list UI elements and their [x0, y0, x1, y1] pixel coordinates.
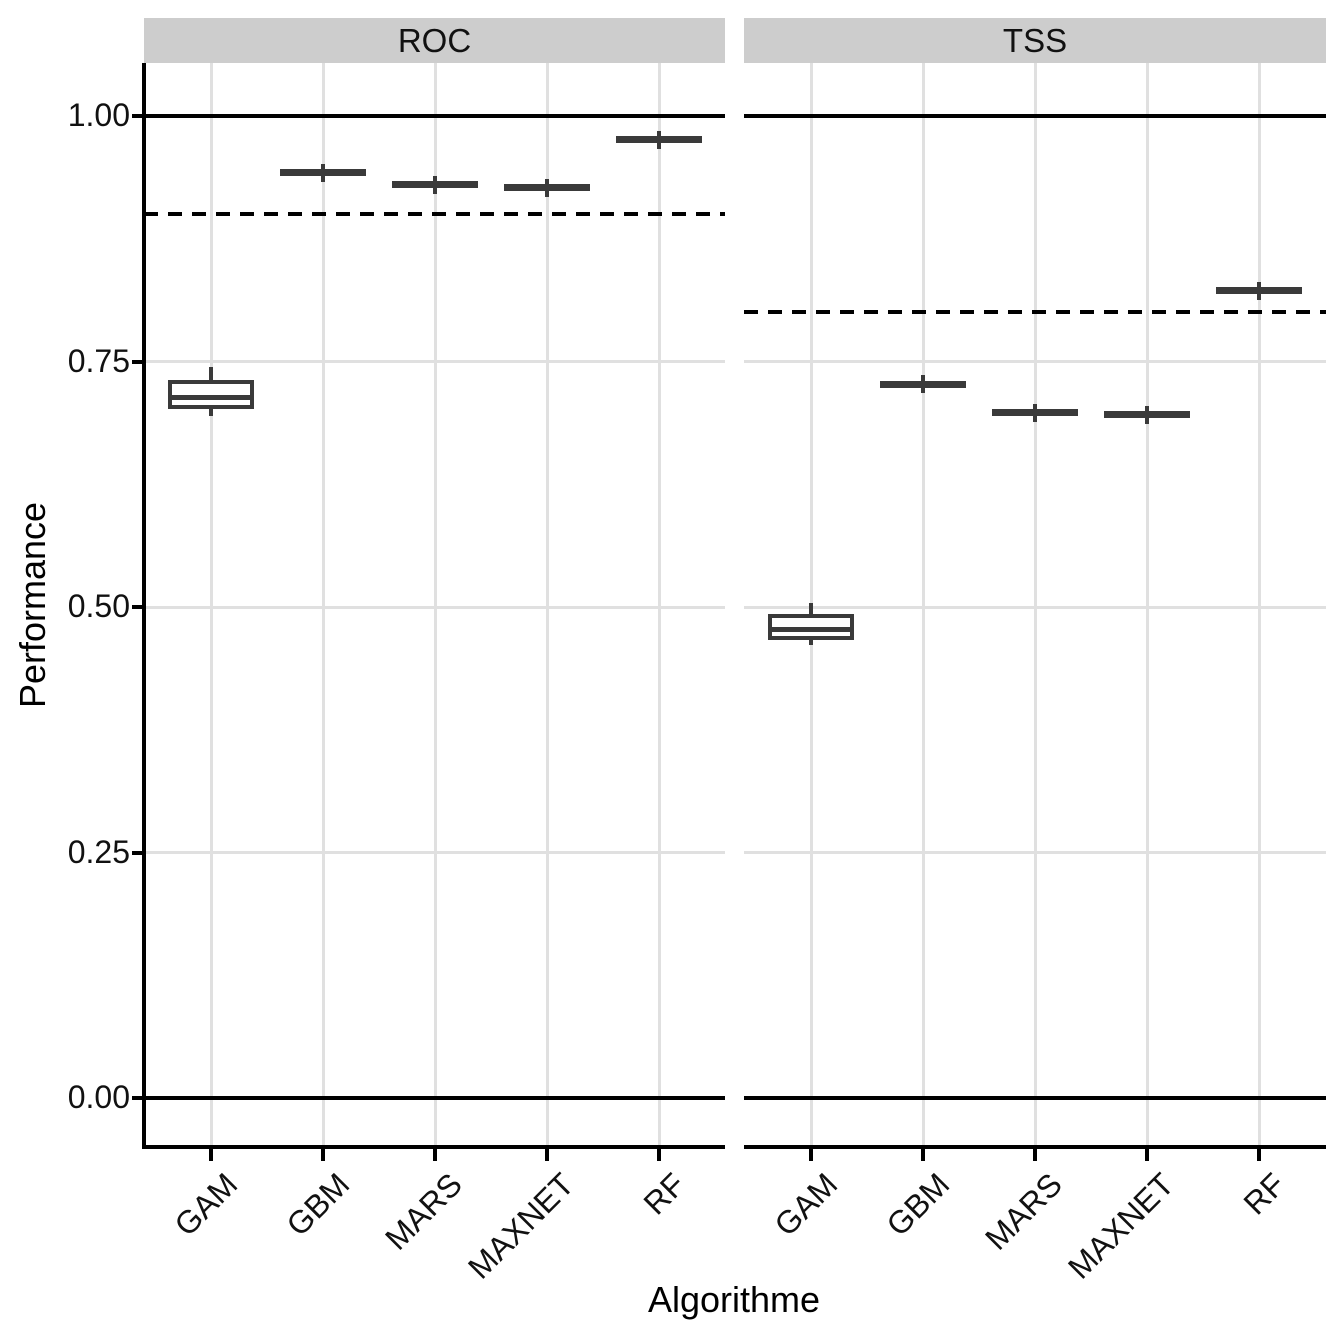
y-tick-label-1.00: 1.00	[67, 96, 130, 133]
reference-line-one-tss	[744, 114, 1326, 118]
x-tick-tss-gam	[809, 1149, 813, 1161]
flat-boxplot-tss-gbm	[880, 380, 966, 388]
x-tick-label-tss-gbm: GBM	[879, 1166, 957, 1243]
y-tick-label-0.50: 0.50	[67, 587, 130, 624]
x-tick-label-tss-mars: MARS	[977, 1166, 1069, 1257]
horizontal-gridline-tss	[744, 605, 1326, 609]
flat-boxplot-roc-mars	[392, 181, 478, 189]
x-axis-line-tss	[744, 1145, 1326, 1149]
flat-boxplot-tss-maxnet	[1104, 411, 1190, 419]
flat-boxplot-tss-mars	[992, 409, 1078, 417]
x-tick-label-roc-rf: RF	[636, 1166, 693, 1222]
facet-strip-roc-label: ROC	[397, 21, 472, 59]
threshold-dashed-line-tss	[744, 310, 1326, 315]
y-tick-0.25	[132, 850, 142, 855]
flat-boxplot-roc-gbm	[280, 169, 366, 177]
facet-strip-tss-label: TSS	[1002, 21, 1068, 59]
reference-line-zero-roc	[144, 1096, 725, 1100]
y-tick-label-0.75: 0.75	[67, 342, 130, 379]
y-tick-0.75	[132, 359, 142, 364]
x-tick-tss-mars	[1033, 1149, 1037, 1161]
horizontal-gridline-tss	[744, 851, 1326, 854]
vertical-gridline-tss-gbm	[921, 63, 925, 1147]
x-axis-line-roc	[142, 1145, 725, 1149]
x-tick-label-roc-gbm: GBM	[279, 1166, 357, 1243]
reference-line-one-roc	[144, 114, 725, 118]
y-tick-label-0.25: 0.25	[67, 833, 130, 870]
x-tick-roc-rf	[657, 1149, 661, 1161]
x-tick-tss-gbm	[921, 1149, 925, 1161]
x-tick-label-roc-maxnet: MAXNET	[460, 1166, 581, 1286]
y-tick-label-0.00: 0.00	[67, 1078, 130, 1115]
vertical-gridline-tss-maxnet	[1145, 63, 1149, 1147]
flat-boxplot-roc-rf	[616, 136, 702, 144]
x-tick-label-tss-maxnet: MAXNET	[1060, 1166, 1181, 1286]
y-axis-title: Performance	[12, 501, 53, 709]
x-axis-title: Algorithme	[647, 1279, 821, 1320]
horizontal-gridline-tss	[744, 360, 1326, 363]
vertical-gridline-roc-rf	[657, 63, 661, 1147]
vertical-gridline-roc-maxnet	[545, 63, 549, 1147]
facet-strip-tss: TSS	[744, 18, 1326, 63]
x-tick-tss-maxnet	[1145, 1149, 1149, 1161]
x-tick-label-roc-mars: MARS	[377, 1166, 469, 1257]
reference-line-zero-tss	[744, 1096, 1326, 1100]
x-tick-label-roc-gam: GAM	[167, 1166, 245, 1243]
y-tick-0.50	[132, 605, 142, 609]
vertical-gridline-roc-mars	[433, 63, 437, 1147]
x-tick-roc-mars	[433, 1149, 437, 1161]
vertical-gridline-roc-gbm	[321, 63, 325, 1147]
y-axis-line	[142, 63, 146, 1147]
horizontal-gridline-roc	[144, 851, 725, 854]
horizontal-gridline-roc	[144, 605, 725, 609]
flat-boxplot-roc-maxnet	[504, 184, 590, 192]
y-tick-1.00	[132, 114, 142, 118]
threshold-dashed-line-roc	[144, 212, 725, 217]
x-tick-tss-rf	[1257, 1149, 1261, 1161]
vertical-gridline-roc-gam	[209, 63, 213, 1147]
x-tick-roc-gbm	[321, 1149, 325, 1161]
x-tick-label-tss-rf: RF	[1236, 1166, 1293, 1222]
boxplot-box-roc-gam	[168, 380, 254, 409]
y-tick-0.00	[132, 1096, 142, 1100]
facet-strip-roc: ROC	[144, 18, 725, 63]
vertical-gridline-tss-rf	[1257, 63, 1261, 1147]
vertical-gridline-tss-mars	[1033, 63, 1037, 1147]
x-tick-roc-maxnet	[545, 1149, 549, 1161]
boxplot-median-tss-gam	[768, 627, 854, 633]
x-tick-label-tss-gam: GAM	[767, 1166, 845, 1243]
boxplot-median-roc-gam	[168, 395, 254, 401]
x-tick-roc-gam	[209, 1149, 213, 1161]
flat-boxplot-tss-rf	[1216, 287, 1302, 295]
horizontal-gridline-roc	[144, 360, 725, 363]
